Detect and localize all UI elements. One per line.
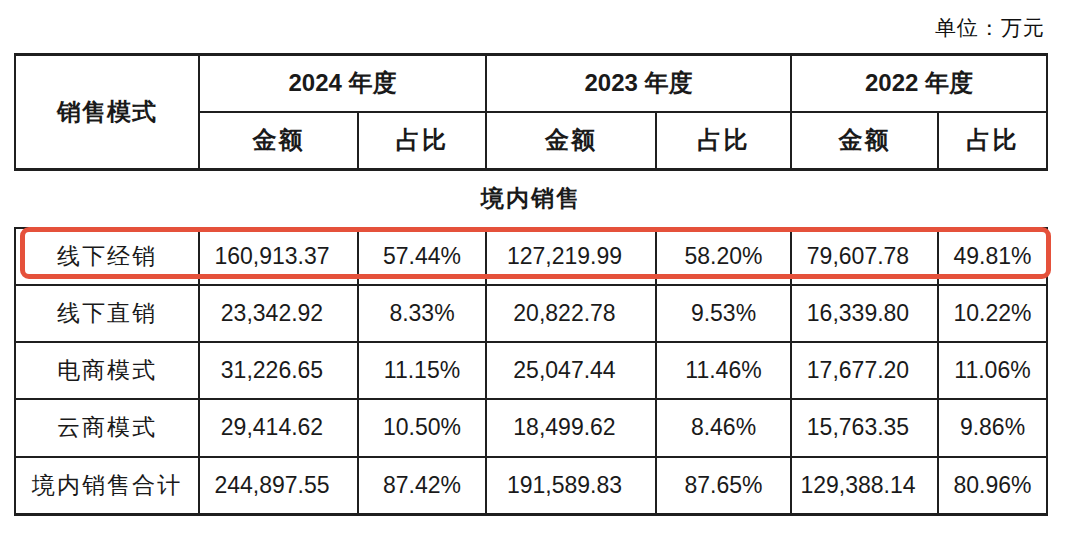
- amount-cell: 244,897.55: [199, 457, 358, 515]
- row-label: 线下直销: [15, 285, 199, 342]
- amount-cell: 25,047.44: [486, 342, 656, 399]
- ratio-cell: 11.06%: [938, 342, 1047, 399]
- ratio-cell: 10.50%: [358, 399, 486, 457]
- year-header-2022: 2022 年度: [791, 55, 1047, 112]
- corner-header-sales-mode: 销售模式: [15, 55, 199, 170]
- year-header-2023: 2023 年度: [486, 55, 791, 112]
- amount-cell: 79,607.78: [791, 228, 938, 285]
- amount-cell: 18,499.62: [486, 399, 656, 457]
- ratio-cell: 11.46%: [656, 342, 791, 399]
- amount-cell: 15,763.35: [791, 399, 938, 457]
- table-row-ecommerce: 电商模式 31,226.65 11.15% 25,047.44 11.46% 1…: [15, 342, 1047, 399]
- table-row-domestic-total: 境内销售合计 244,897.55 87.42% 191,589.83 87.6…: [15, 457, 1047, 515]
- unit-label: 单位：万元: [935, 14, 1045, 42]
- ratio-cell: 9.86%: [938, 399, 1047, 457]
- ratio-cell: 57.44%: [358, 228, 486, 285]
- amount-cell: 29,414.62: [199, 399, 358, 457]
- row-label: 电商模式: [15, 342, 199, 399]
- amount-cell: 191,589.83: [486, 457, 656, 515]
- ratio-cell: 87.42%: [358, 457, 486, 515]
- amount-header-2024: 金额: [199, 112, 358, 170]
- amount-cell: 20,822.78: [486, 285, 656, 342]
- amount-cell: 16,339.80: [791, 285, 938, 342]
- year-header-2024: 2024 年度: [199, 55, 486, 112]
- document-page: 单位：万元 销售模式 2024 年度 2023 年度 2022 年度 金额 占比…: [0, 0, 1080, 542]
- ratio-cell: 9.53%: [656, 285, 791, 342]
- section-row-domestic-sales: 境内销售: [15, 170, 1047, 228]
- table-row-offline-direct: 线下直销 23,342.92 8.33% 20,822.78 9.53% 16,…: [15, 285, 1047, 342]
- amount-header-2022: 金额: [791, 112, 938, 170]
- ratio-header-2024: 占比: [358, 112, 486, 170]
- ratio-cell: 8.33%: [358, 285, 486, 342]
- amount-cell: 127,219.99: [486, 228, 656, 285]
- sales-mode-table: 销售模式 2024 年度 2023 年度 2022 年度 金额 占比 金额 占比…: [14, 53, 1048, 516]
- table-row-cloud-commerce: 云商模式 29,414.62 10.50% 18,499.62 8.46% 15…: [15, 399, 1047, 457]
- amount-cell: 160,913.37: [199, 228, 358, 285]
- ratio-cell: 11.15%: [358, 342, 486, 399]
- amount-cell: 17,677.20: [791, 342, 938, 399]
- ratio-cell: 58.20%: [656, 228, 791, 285]
- ratio-cell: 49.81%: [938, 228, 1047, 285]
- ratio-cell: 10.22%: [938, 285, 1047, 342]
- amount-cell: 31,226.65: [199, 342, 358, 399]
- ratio-cell: 87.65%: [656, 457, 791, 515]
- amount-header-2023: 金额: [486, 112, 656, 170]
- table-header-years: 销售模式 2024 年度 2023 年度 2022 年度: [15, 55, 1047, 112]
- ratio-cell: 80.96%: [938, 457, 1047, 515]
- row-label: 境内销售合计: [15, 457, 199, 515]
- amount-cell: 129,388.14: [791, 457, 938, 515]
- sales-table-container: 销售模式 2024 年度 2023 年度 2022 年度 金额 占比 金额 占比…: [14, 53, 1048, 516]
- row-label: 云商模式: [15, 399, 199, 457]
- amount-cell: 23,342.92: [199, 285, 358, 342]
- ratio-cell: 8.46%: [656, 399, 791, 457]
- ratio-header-2023: 占比: [656, 112, 791, 170]
- table-row-offline-distribution: 线下经销 160,913.37 57.44% 127,219.99 58.20%…: [15, 228, 1047, 285]
- ratio-header-2022: 占比: [938, 112, 1047, 170]
- row-label: 线下经销: [15, 228, 199, 285]
- section-header-label: 境内销售: [15, 170, 1047, 228]
